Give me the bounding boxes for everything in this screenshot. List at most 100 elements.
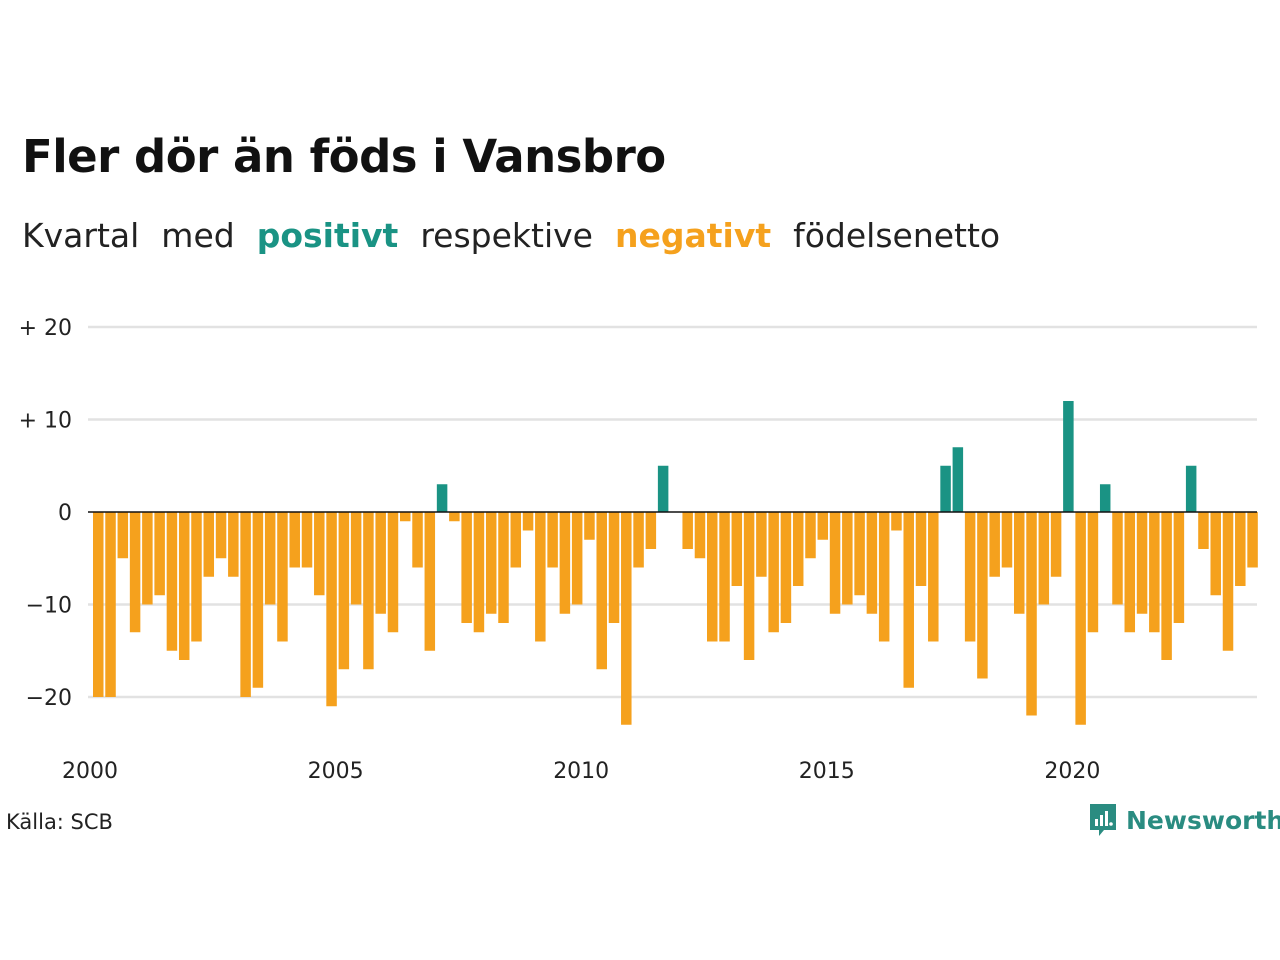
bar [731, 512, 743, 586]
bar [1063, 401, 1074, 512]
subtitle-negative-label: negativt [614, 216, 772, 255]
bar [633, 512, 644, 568]
newsworthy-logo-icon [1090, 804, 1116, 836]
bar [412, 512, 423, 568]
bar [1247, 512, 1258, 568]
bar [584, 512, 595, 540]
bar [989, 512, 1000, 577]
bar [1087, 512, 1099, 633]
bar [314, 512, 325, 596]
bar [400, 512, 411, 522]
subtitle-word: respektive [420, 216, 593, 255]
bar [694, 512, 706, 559]
y-tick-label: + 20 [19, 316, 72, 341]
bar [215, 512, 227, 559]
bar [387, 512, 399, 633]
bar [768, 512, 779, 633]
bar [1014, 512, 1025, 614]
bar [805, 512, 816, 559]
subtitle-positive-label: positivt [256, 216, 399, 255]
bar [1235, 512, 1246, 586]
bar [842, 512, 853, 605]
x-tick-label: 2005 [308, 759, 364, 784]
bar [891, 512, 902, 531]
y-tick-label: −20 [26, 686, 72, 711]
bar [436, 484, 448, 512]
bar [977, 512, 988, 679]
x-tick-label: 2020 [1044, 759, 1100, 784]
source-note: Källa: SCB [6, 810, 113, 834]
bar [228, 512, 239, 577]
bar [756, 512, 767, 577]
bar [964, 512, 976, 642]
bar [510, 512, 522, 568]
bar [1185, 465, 1197, 512]
bar [178, 512, 190, 660]
bar [522, 512, 534, 531]
bar [154, 512, 165, 596]
bar [1075, 512, 1086, 725]
y-axis-ticks: + 20 + 10 0 −10 −20 [19, 316, 72, 711]
subtitle-word: med [161, 216, 235, 255]
x-tick-label: 2010 [553, 759, 609, 784]
bar [142, 512, 153, 605]
bar [903, 512, 914, 688]
bar [559, 512, 571, 614]
bar [485, 512, 497, 614]
bar [1112, 512, 1123, 605]
y-tick-label: −10 [26, 594, 72, 619]
x-tick-label: 2015 [799, 759, 855, 784]
y-tick-label: + 10 [19, 409, 72, 434]
bar [289, 512, 300, 568]
bar [608, 512, 620, 623]
bar [866, 512, 878, 614]
bar [829, 512, 841, 614]
bar [707, 512, 718, 642]
x-axis-ticks: 2000 2005 2010 2015 2020 [62, 759, 1100, 784]
bar [1136, 512, 1148, 614]
bar [915, 512, 927, 586]
bar [338, 512, 350, 670]
bar [1050, 512, 1062, 577]
bar [1026, 512, 1037, 716]
bar [547, 512, 558, 568]
bar [1198, 512, 1209, 549]
bar [264, 512, 276, 605]
bar [461, 512, 472, 623]
bar [191, 512, 202, 642]
bar [1038, 512, 1050, 605]
bar [252, 512, 264, 688]
bar [1222, 512, 1234, 651]
bar [645, 512, 657, 549]
bar [326, 512, 337, 707]
bar [166, 512, 178, 651]
bar [93, 512, 104, 697]
newsworthy-logo: Newsworthy [1088, 802, 1280, 838]
bar [129, 512, 141, 633]
bar [375, 512, 386, 614]
bar [621, 512, 632, 725]
bar [105, 512, 116, 697]
bar [657, 465, 669, 512]
bar [571, 512, 583, 605]
bar [817, 512, 829, 540]
bar [424, 512, 436, 651]
bar [117, 512, 129, 559]
bar [473, 512, 485, 633]
bar [780, 512, 792, 623]
chart-title: Fler dör än föds i Vansbro [22, 130, 666, 183]
bar [719, 512, 730, 642]
bar [1149, 512, 1160, 633]
chart-subtitle: Kvartal med positivt respektive negativt föde… [22, 216, 1022, 255]
y-tick-label: 0 [58, 501, 72, 526]
bar [854, 512, 865, 596]
bar [203, 512, 215, 577]
bar [449, 512, 460, 522]
bar [535, 512, 546, 642]
bar [878, 512, 890, 642]
bar [682, 512, 693, 549]
bar [1124, 512, 1136, 633]
brand-name: Newsworthy [1126, 805, 1280, 835]
bar [277, 512, 288, 642]
